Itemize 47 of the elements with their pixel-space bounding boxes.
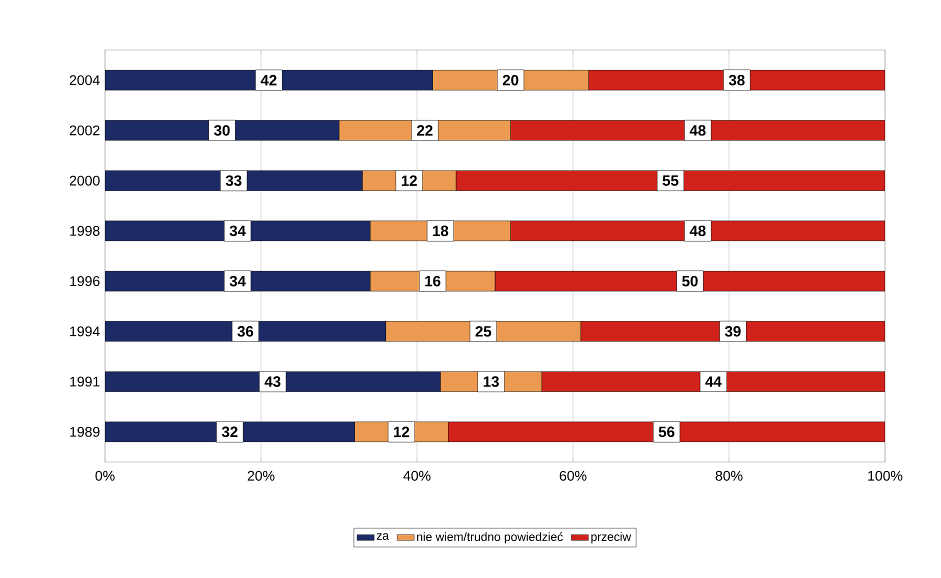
data-label: 56 [658,426,674,438]
x-tick-label: 60% [560,470,586,481]
y-tick-label: 2002 [70,125,100,136]
bar [510,120,886,141]
data-label: 48 [690,226,706,236]
x-tick-label: 0% [95,470,115,481]
y-tick-label: 2004 [70,75,100,86]
x-tick-label: 20% [248,470,274,481]
y-tick-label: 1998 [70,226,100,236]
data-label: 32 [222,426,238,438]
data-label: 50 [682,276,698,286]
y-tick-label: 1989 [70,426,100,437]
data-label: 13 [484,376,499,387]
bar [448,422,886,442]
data-label: 55 [662,175,678,186]
data-label: 18 [433,226,448,236]
data-label: 36 [237,326,254,337]
y-tick-label: 1991 [70,376,100,387]
x-tick-label: 100% [868,470,902,481]
bar [494,270,886,292]
y-tick-label: 2000 [70,176,100,186]
data-label: 34 [230,276,246,286]
data-label: 25 [476,326,492,337]
data-label: 16 [425,276,440,286]
data-label: 12 [394,426,410,438]
bar [542,371,886,392]
legend-label: nie wiem/trudno powiedzieć [417,532,563,544]
data-label: 39 [724,326,741,337]
legend-label: przeciw [591,532,632,544]
bar [456,170,886,191]
data-label: 42 [260,74,277,86]
data-label: 44 [705,376,722,387]
data-label: 38 [728,74,745,86]
data-label: 48 [690,125,706,136]
data-label: 34 [230,226,246,236]
data-label: 22 [417,125,433,136]
data-label: 33 [226,175,242,186]
data-label: 20 [502,74,518,86]
bar [510,220,886,242]
data-label: 12 [402,175,417,186]
data-label: 30 [214,125,230,136]
data-label: 43 [264,376,280,387]
y-tick-label: 1996 [70,276,100,286]
legend-label: za [376,533,389,540]
x-tick-label: 40% [403,470,430,481]
x-tick-label: 80% [716,470,742,481]
y-tick-label: 1994 [70,326,100,336]
